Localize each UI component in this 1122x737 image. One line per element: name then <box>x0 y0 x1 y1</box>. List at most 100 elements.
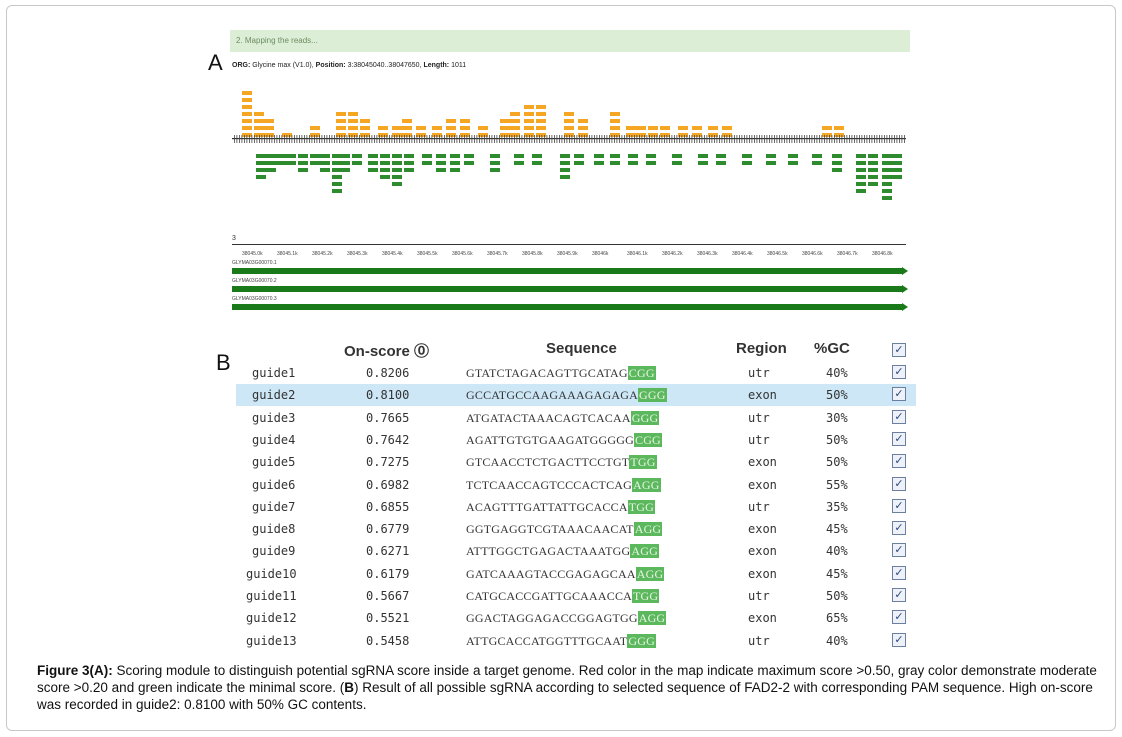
row-checkbox[interactable]: ✓ <box>892 565 906 580</box>
row-checkbox[interactable]: ✓ <box>892 543 906 558</box>
high-score-guide-mark <box>416 133 426 137</box>
header-gc[interactable]: %GC <box>814 340 850 357</box>
sequence: AGATTGTGTGAAGATGGGGGCGG <box>466 432 662 448</box>
row-checkbox[interactable]: ✓ <box>892 476 906 491</box>
axis-tick-mark <box>821 135 823 143</box>
pam-sequence: TGG <box>632 589 660 603</box>
guide-name: guide9 <box>252 544 296 559</box>
axis-tick-mark <box>684 135 685 143</box>
axis-tick-mark <box>571 135 573 143</box>
length-value: 1011 <box>451 62 467 69</box>
axis-tick-mark <box>496 135 498 143</box>
axis-tick-mark <box>304 135 305 143</box>
high-score-guide-mark <box>578 133 588 137</box>
low-score-guide-mark <box>856 189 866 193</box>
low-score-guide-mark <box>882 168 892 172</box>
table-row[interactable]: guide12 0.5521 GGACTAGGAGACCGGAGTGGAGG exon… <box>236 607 916 629</box>
gc-content: 45% <box>826 566 848 581</box>
table-row[interactable]: guide3 0.7665 ATGATACTAAACAGTCACAAGGG utr 30… <box>236 407 916 429</box>
axis-tick-mark <box>691 135 693 143</box>
header-sequence[interactable]: Sequence <box>546 340 617 357</box>
low-score-guide-mark <box>298 168 308 172</box>
row-checkbox[interactable]: ✓ <box>892 521 906 536</box>
axis-tick-mark <box>266 135 268 143</box>
axis-tick-mark <box>511 135 513 143</box>
low-score-guide-mark <box>368 168 378 172</box>
axis-tick-mark <box>611 135 613 143</box>
axis-tick-mark <box>844 135 845 143</box>
axis-tick-mark <box>414 135 415 143</box>
row-checkbox[interactable]: ✓ <box>892 632 906 647</box>
high-score-guide-mark <box>402 126 412 130</box>
axis-tick-mark <box>594 135 595 143</box>
low-score-guide-mark <box>422 154 432 158</box>
low-score-guide-mark <box>490 161 500 165</box>
high-score-guide-mark <box>392 126 402 130</box>
axis-tick-mark <box>644 135 645 143</box>
axis-tick-mark <box>239 135 240 143</box>
header-region[interactable]: Region <box>736 340 787 357</box>
table-row[interactable]: guide11 0.5667 CATGCACCGATTGCAAACCATGG utr 5… <box>236 585 916 607</box>
table-row[interactable]: guide6 0.6982 TCTCAACCAGTCCCACTCAGAGG exon 5… <box>236 474 916 496</box>
sequence: GGACTAGGAGACCGGAGTGGAGG <box>466 610 667 626</box>
row-checkbox[interactable]: ✓ <box>892 365 906 379</box>
gc-content: 50% <box>826 388 848 403</box>
axis-tick-mark <box>474 135 475 143</box>
row-checkbox[interactable]: ✓ <box>892 498 906 513</box>
row-checkbox[interactable]: ✓ <box>892 454 906 469</box>
guide-name: guide7 <box>252 499 296 514</box>
axis-tick-mark <box>351 135 353 143</box>
table-row[interactable]: guide13 0.5458 ATTGCACCATGGTTTGCAATGGG utr 4… <box>236 630 916 652</box>
row-checkbox[interactable]: ✓ <box>892 588 906 602</box>
axis-tick-mark <box>514 135 515 143</box>
table-row[interactable]: guide2 0.8100 GCCATGCCAAGAAAGAGAGAGGG exon 5… <box>236 384 916 407</box>
transcript-arrow <box>902 303 908 311</box>
axis-tick-mark <box>356 135 358 143</box>
row-checkbox[interactable]: ✓ <box>892 431 906 446</box>
axis-tick-mark <box>519 135 520 143</box>
table-row[interactable]: guide5 0.7275 GTCAACCTCTGACTTCCTGTTGG exon 5… <box>236 451 916 473</box>
on-score: 0.7275 <box>366 455 410 470</box>
axis-tick-mark <box>576 135 578 143</box>
table-row[interactable]: guide8 0.6779 GGTGAGGTCGTAAACAACATAGG exon 4… <box>236 518 916 540</box>
high-score-guide-mark <box>348 119 358 123</box>
low-score-guide-mark <box>882 161 892 165</box>
axis-tick-mark <box>344 135 345 143</box>
axis-tick-mark <box>609 135 610 143</box>
axis-tick-mark <box>639 135 640 143</box>
low-score-guide-mark <box>332 182 342 186</box>
region: exon <box>748 388 777 403</box>
axis-tick-mark <box>779 135 780 143</box>
low-score-guide-mark <box>832 168 842 172</box>
ruler-tick-label: 38046.7k <box>837 251 858 257</box>
table-row[interactable]: guide7 0.6855 ACAGTTTGATTATTGCACCATGG utr 35… <box>236 496 916 518</box>
org-info-line: ORG: Glycine max (V1.0), Position: 3:380… <box>232 62 466 69</box>
table-row[interactable]: guide9 0.6271 ATTTGGCTGAGACTAAATGGAGG exon 4… <box>236 540 916 562</box>
table-row[interactable]: guide1 0.8206 GTATCTAGACAGTTGCATAGCGG utr 40… <box>236 362 916 384</box>
table-row[interactable]: guide10 0.6179 GATCAAAGTACCGAGAGCAAAGG exon… <box>236 563 916 585</box>
high-score-guide-mark <box>708 126 718 130</box>
low-score-guide-mark <box>380 175 390 179</box>
on-score: 0.6779 <box>366 522 410 537</box>
axis-tick-mark <box>751 135 753 143</box>
ruler-tick-label: 38046.4k <box>732 251 753 257</box>
row-checkbox[interactable]: ✓ <box>892 409 906 424</box>
axis-tick-mark <box>326 135 328 143</box>
low-score-guide-mark <box>594 161 604 165</box>
guide-name: guide6 <box>252 477 296 492</box>
high-score-guide-mark <box>460 119 470 123</box>
pam-sequence: TGG <box>627 499 655 514</box>
ruler-tick-label: 38045.3k <box>347 251 368 257</box>
axis-tick-mark <box>801 135 803 143</box>
low-score-guide-mark <box>256 175 266 179</box>
select-all-checkbox[interactable]: ✓ <box>892 343 906 357</box>
axis-tick-mark <box>546 135 548 143</box>
header-onscore[interactable]: On-score ⓪ <box>344 343 430 360</box>
row-checkbox[interactable]: ✓ <box>892 610 906 625</box>
axis-tick-mark <box>251 135 253 143</box>
row-checkbox[interactable]: ✓ <box>892 387 906 402</box>
table-row[interactable]: guide4 0.7642 AGATTGTGTGAAGATGGGGGCGG utr 50… <box>236 429 916 451</box>
high-score-guide-mark <box>242 126 252 130</box>
high-score-guide-mark <box>460 133 470 137</box>
axis-tick-mark <box>614 135 615 143</box>
